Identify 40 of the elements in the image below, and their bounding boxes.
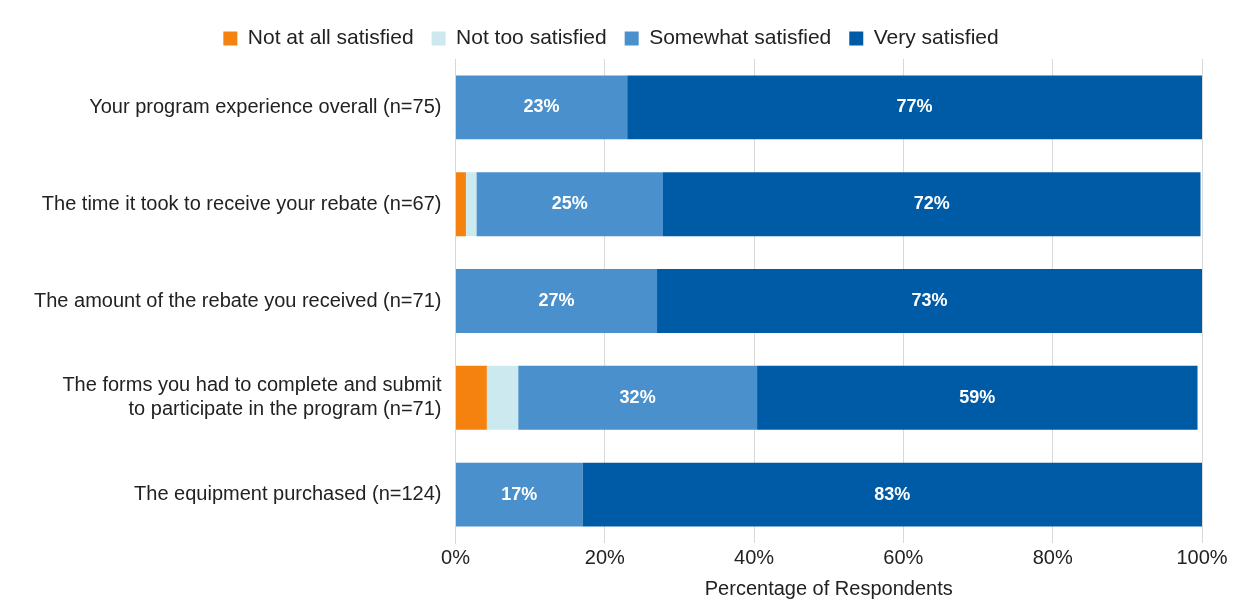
data-label: 25% bbox=[551, 193, 588, 214]
x-tick-label: 20% bbox=[584, 545, 626, 568]
bar bbox=[465, 172, 477, 237]
data-label: 17% bbox=[501, 483, 538, 504]
bar bbox=[657, 269, 1202, 333]
legend-label: Not too satisfied bbox=[456, 25, 607, 49]
data-label: 27% bbox=[538, 289, 575, 310]
y-tick-label: Your program experience overall (n=75) bbox=[89, 94, 442, 117]
bar bbox=[455, 269, 658, 333]
x-axis-title: Percentage of Respondents bbox=[704, 576, 953, 599]
data-label: 73% bbox=[911, 289, 948, 310]
y-tick-label: The equipment purchased (n=124) bbox=[134, 482, 442, 505]
x-tick-label: 100% bbox=[1176, 545, 1228, 568]
legend-label: Somewhat satisfied bbox=[649, 25, 832, 49]
y-tick-label: The forms you had to complete and submit to participate in the program (n=71) bbox=[62, 373, 442, 420]
bar bbox=[455, 462, 583, 527]
bar bbox=[455, 365, 487, 430]
data-label: 32% bbox=[619, 386, 656, 407]
data-label: 83% bbox=[874, 483, 911, 504]
data-label: 23% bbox=[523, 96, 560, 117]
bar bbox=[582, 462, 1202, 527]
bar bbox=[663, 172, 1201, 237]
x-tick-label: 40% bbox=[734, 545, 775, 568]
x-tick-label: 0% bbox=[441, 545, 471, 568]
data-label: 59% bbox=[959, 386, 996, 407]
y-tick-label: The time it took to receive your rebate (n=67) bbox=[41, 191, 442, 214]
data-label: 77% bbox=[896, 96, 933, 117]
bar bbox=[455, 172, 466, 237]
data-label: 72% bbox=[913, 193, 950, 214]
y-tick-label: The amount of the rebate you received (n=71) bbox=[33, 288, 442, 311]
bar bbox=[476, 172, 664, 237]
bar bbox=[455, 75, 628, 140]
x-tick-label: 80% bbox=[1032, 545, 1073, 568]
bar bbox=[757, 365, 1198, 430]
legend-label: Not at all satisfied bbox=[247, 25, 414, 49]
legend-label: Very satisfied bbox=[873, 25, 999, 49]
bar bbox=[486, 365, 519, 430]
bar bbox=[518, 365, 758, 430]
bar bbox=[627, 75, 1202, 140]
x-tick-label: 60% bbox=[883, 545, 924, 568]
